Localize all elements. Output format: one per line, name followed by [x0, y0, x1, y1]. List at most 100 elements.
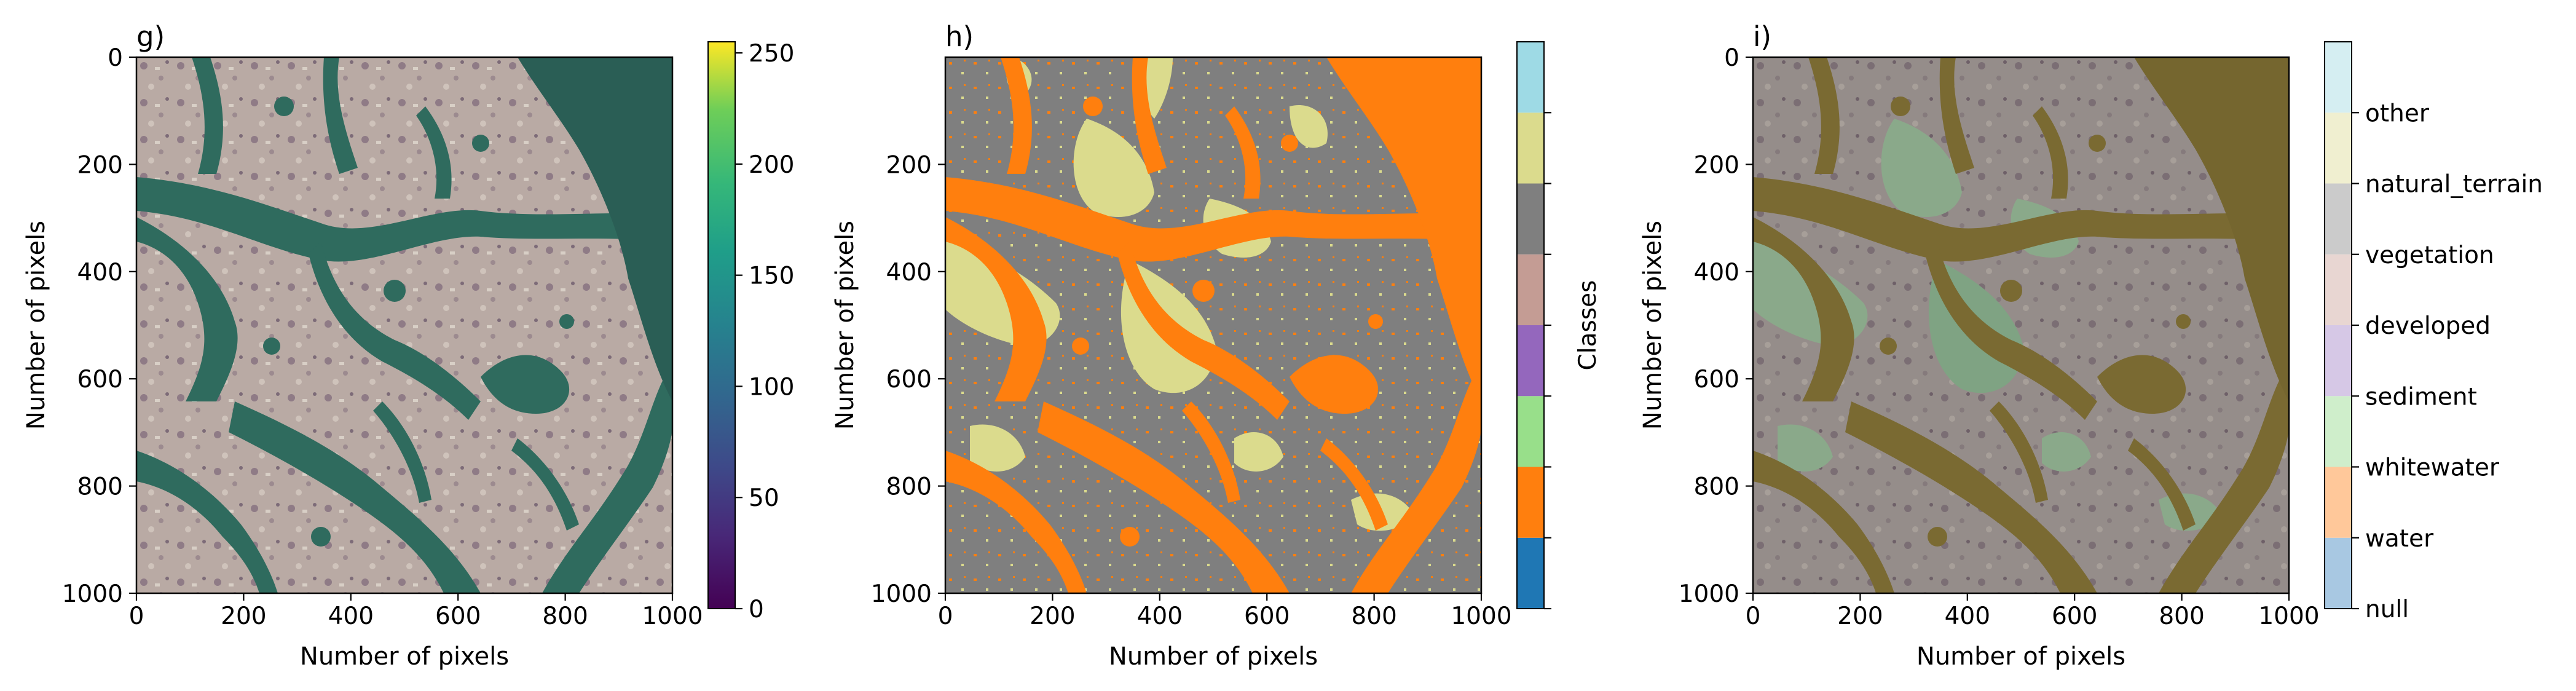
y-tick-label: 200 — [1694, 151, 1739, 179]
overlay-image — [1753, 57, 2289, 593]
y-ticks: 0 200 400 600 800 1000 — [1679, 44, 1753, 608]
panel-title: i) — [1753, 20, 1771, 53]
colorbar-tick-label: 150 — [749, 263, 794, 290]
x-tick-label: 600 — [1244, 602, 1290, 630]
y-tick-label: 400 — [886, 259, 932, 286]
x-tick-label: 200 — [221, 602, 266, 630]
colorbar-ticks — [1544, 112, 1551, 610]
y-tick-label: 1000 — [62, 580, 123, 608]
colorbar-tick-label: 50 — [749, 484, 779, 512]
colorbar-tick-label: 100 — [749, 373, 794, 401]
class-label: sediment — [2365, 383, 2477, 411]
x-tick-label: 0 — [129, 602, 144, 630]
class-colorbar — [1517, 42, 1544, 609]
y-tick-label: 800 — [1694, 473, 1739, 501]
class-swatch — [1517, 325, 1544, 397]
class-swatch — [1517, 537, 1544, 609]
class-swatch — [1517, 396, 1544, 467]
class-swatch — [2325, 325, 2352, 397]
x-tick-label: 600 — [2052, 602, 2097, 630]
y-axis-label: Number of pixels — [831, 221, 859, 430]
class-label: null — [2365, 596, 2409, 623]
y-tick-label: 200 — [886, 151, 932, 179]
y-tick-label: 400 — [1694, 259, 1739, 286]
axes-frame — [135, 56, 674, 594]
colorbar-ticks: 0 50 100 150 200 250 — [735, 40, 794, 623]
x-tick-label: 1000 — [1451, 602, 1511, 630]
y-axis-label: Number of pixels — [1639, 221, 1667, 430]
axes-frame — [944, 56, 1483, 594]
x-tick-label: 600 — [435, 602, 481, 630]
class-colorbar — [2325, 42, 2352, 609]
class-map — [945, 57, 1481, 593]
colorbar-tick-label: 250 — [749, 40, 794, 68]
colorbar-tick-label: 0 — [749, 596, 764, 623]
class-label: vegetation — [2365, 242, 2494, 269]
class-label: whitewater — [2365, 454, 2500, 482]
y-axis-label: Number of pixels — [22, 221, 50, 430]
y-tick-label: 1000 — [1679, 580, 1739, 608]
class-label: other — [2365, 100, 2430, 127]
class-swatch — [2325, 254, 2352, 325]
class-swatch — [2325, 183, 2352, 255]
y-tick-label: 800 — [77, 473, 123, 501]
x-ticks: 0 200 400 600 800 1000 — [938, 593, 1512, 630]
class-swatch — [1517, 183, 1544, 255]
colorbar-g: 0 50 100 150 200 250 — [707, 40, 794, 623]
panel-i: 0 200 400 600 800 1000 0 200 400 600 800 1000 i) N… — [1639, 20, 2320, 671]
panel-title: g) — [136, 20, 165, 53]
x-tick-label: 1000 — [2258, 602, 2319, 630]
y-ticks: 200 400 600 800 1000 — [871, 151, 945, 608]
colorbar-ticks: null water whitewater sediment developed vege… — [2352, 100, 2543, 623]
y-tick-label: 1000 — [871, 580, 932, 608]
x-tick-label: 800 — [542, 602, 588, 630]
class-label: developed — [2365, 312, 2491, 340]
x-tick-label: 200 — [1030, 602, 1075, 630]
class-swatch — [2325, 537, 2352, 609]
axes-frame — [1752, 56, 2290, 594]
y-tick-label: 600 — [1694, 366, 1739, 393]
y-ticks: 0 200 400 600 800 1000 — [62, 44, 136, 608]
x-axis-label: Number of pixels — [300, 642, 509, 671]
x-tick-label: 400 — [1945, 602, 1990, 630]
colorbar-tick-label: 200 — [749, 151, 794, 179]
y-tick-label: 400 — [77, 259, 123, 286]
x-tick-label: 0 — [1746, 602, 1761, 630]
class-swatch — [2325, 113, 2352, 184]
x-tick-label: 800 — [2159, 602, 2204, 630]
panel-h: 0 200 400 600 800 1000 200 400 600 800 1000 h) Nu… — [831, 20, 1512, 671]
x-ticks: 0 200 400 600 800 1000 — [1746, 593, 2320, 630]
x-ticks: 0 200 400 600 800 1000 — [129, 593, 703, 630]
class-label: water — [2365, 525, 2434, 553]
satellite-image — [136, 57, 672, 593]
class-swatch — [2325, 467, 2352, 538]
y-tick-label: 200 — [77, 151, 123, 179]
class-label: natural_terrain — [2365, 171, 2543, 199]
panel-g: 0 200 400 600 800 1000 0 200 400 600 800 1000 g) N… — [22, 20, 703, 671]
x-tick-label: 800 — [1351, 602, 1396, 630]
x-tick-label: 400 — [328, 602, 374, 630]
viridis-colorbar — [707, 41, 736, 609]
colorbar-label: Classes — [1574, 280, 1602, 371]
colorbar-h: Classes — [1516, 41, 1602, 610]
class-swatch — [2325, 42, 2352, 113]
class-swatch — [2325, 396, 2352, 467]
y-tick-label: 600 — [77, 366, 123, 393]
x-axis-label: Number of pixels — [1109, 642, 1318, 671]
x-axis-label: Number of pixels — [1916, 642, 2125, 671]
class-swatch — [1517, 113, 1544, 184]
y-tick-label: 0 — [108, 44, 123, 72]
y-tick-label: 800 — [886, 473, 932, 501]
y-tick-label: 600 — [886, 366, 932, 393]
class-swatch — [1517, 467, 1544, 538]
x-tick-label: 400 — [1137, 602, 1183, 630]
y-tick-label: 0 — [1724, 44, 1739, 72]
panel-title: h) — [945, 20, 974, 53]
x-tick-label: 200 — [1837, 602, 1883, 630]
class-swatch — [1517, 254, 1544, 325]
class-swatch — [1517, 42, 1544, 113]
colorbar-i: null water whitewater sediment developed vege… — [2324, 41, 2543, 623]
x-tick-label: 1000 — [642, 602, 703, 630]
x-tick-label: 0 — [938, 602, 953, 630]
